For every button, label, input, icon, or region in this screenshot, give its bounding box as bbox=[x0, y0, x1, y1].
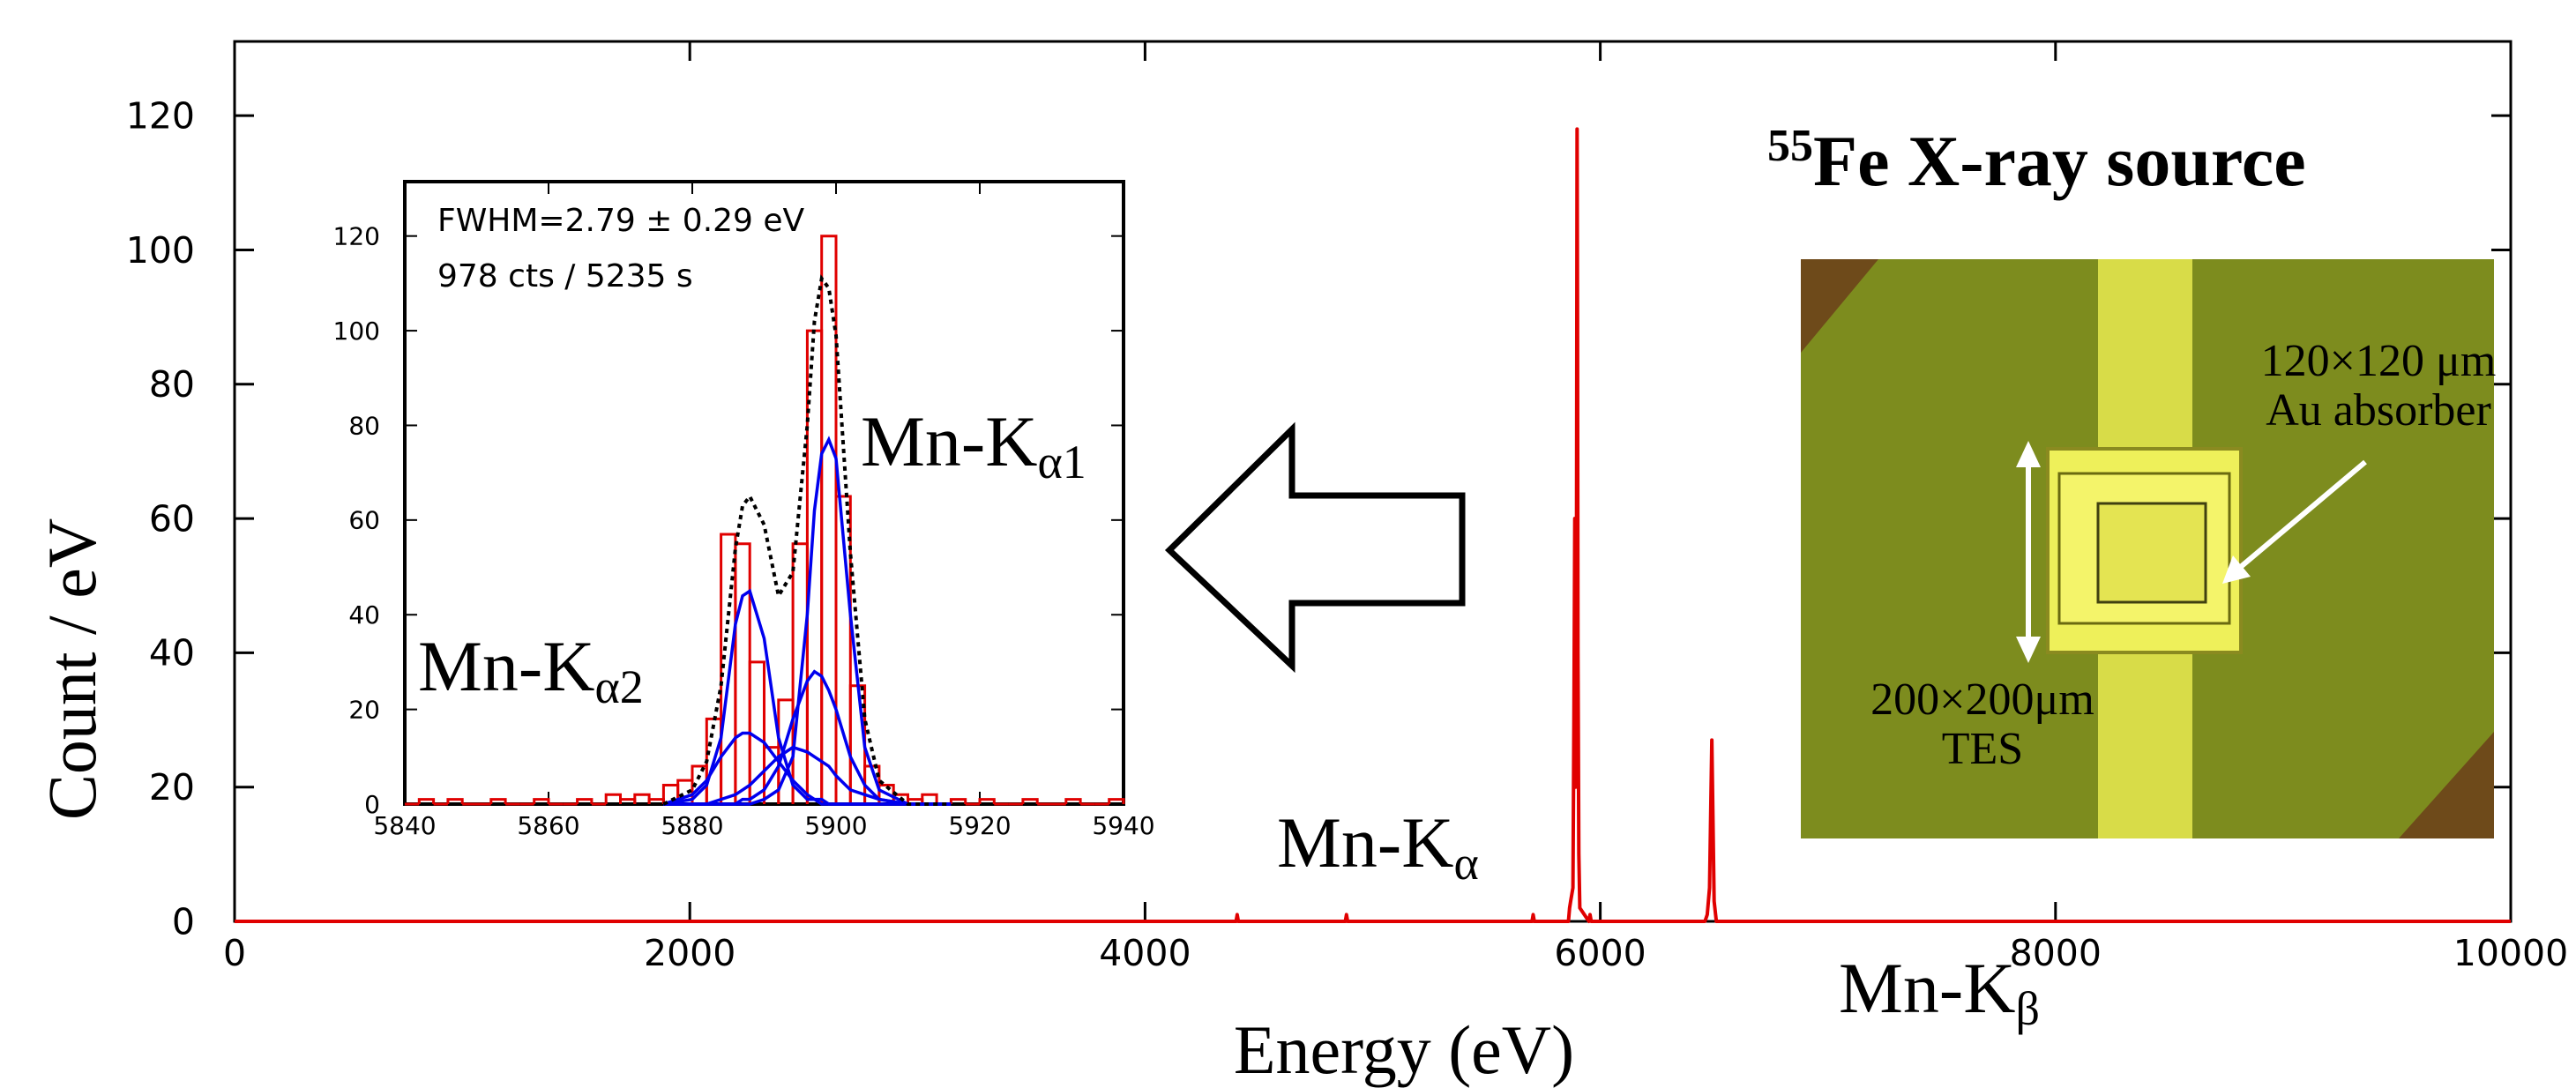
y-tick-label: 60 bbox=[149, 497, 195, 540]
histogram-bin bbox=[949, 798, 967, 804]
fit-component bbox=[663, 669, 952, 806]
detector-photo: 120×120 μm Au absorber 200×200μm TES bbox=[1801, 259, 2496, 838]
histogram-bin bbox=[489, 798, 507, 804]
label-text: Mn-K bbox=[418, 626, 594, 706]
inset-chart: 5840 5860 5880 5900 5920 5940 0 20 40 60 80 100 120 F… bbox=[333, 180, 1155, 840]
y-tick-label: 80 bbox=[149, 363, 195, 406]
peak-label: Mn-Kα1 bbox=[861, 401, 1086, 488]
x-tick-label: 5880 bbox=[661, 811, 723, 840]
label-text: Fe X-ray source bbox=[1813, 121, 2306, 201]
y-tick-label: 20 bbox=[348, 695, 380, 724]
peak-label: Mn-Kα2 bbox=[418, 626, 644, 713]
y-tick-label: 120 bbox=[333, 221, 380, 250]
x-tick-label: 5860 bbox=[517, 811, 579, 840]
superscript: 55 bbox=[1767, 121, 1813, 171]
histogram-bin bbox=[1021, 798, 1039, 804]
photo-arrowhead bbox=[2222, 555, 2251, 584]
photo-label: 200×200μm bbox=[1870, 674, 2094, 725]
fit-component bbox=[663, 745, 952, 806]
photo-arrowhead bbox=[2016, 441, 2041, 467]
x-tick-label: 4000 bbox=[1099, 932, 1191, 974]
histogram-bin bbox=[576, 798, 594, 804]
peak-label: Mn-Kβ bbox=[1839, 948, 2040, 1035]
histogram-bin bbox=[978, 798, 996, 804]
y-tick-label: 80 bbox=[348, 411, 380, 440]
photo-label: TES bbox=[1942, 724, 2023, 774]
subscript: α1 bbox=[1037, 436, 1086, 488]
y-axis-label: Count / eV bbox=[34, 518, 110, 820]
photo-label: Au absorber bbox=[2266, 385, 2491, 436]
histogram-bin bbox=[446, 798, 464, 804]
x-tick-label: 5920 bbox=[948, 811, 1011, 840]
y-tick-label: 120 bbox=[126, 95, 195, 138]
histogram-bin bbox=[417, 798, 436, 804]
label-text: Mn-K bbox=[1277, 802, 1453, 883]
spectrum-line bbox=[235, 127, 2511, 923]
x-tick-label: 5840 bbox=[373, 811, 436, 840]
histogram-bin bbox=[1108, 798, 1125, 804]
photo-arrow bbox=[2229, 459, 2367, 578]
x-tick-label: 5940 bbox=[1092, 811, 1154, 840]
subscript: α bbox=[1453, 837, 1478, 890]
peak-label: Mn-Kα bbox=[1277, 802, 1479, 890]
subscript: β bbox=[2015, 982, 2039, 1035]
photo-arrowhead bbox=[2016, 637, 2041, 663]
histogram-bin bbox=[921, 793, 938, 804]
photo-corner bbox=[1801, 259, 1878, 353]
y-tick-label: 0 bbox=[364, 790, 380, 819]
x-tick-label: 8000 bbox=[2010, 932, 2102, 974]
inset-annotation: 978 cts / 5235 s bbox=[437, 258, 693, 294]
histogram-bin bbox=[834, 495, 852, 804]
x-tick-label: 0 bbox=[223, 932, 246, 974]
histogram-bin bbox=[533, 798, 550, 804]
x-axis-label: Energy (eV) bbox=[1234, 1011, 1574, 1088]
photo-absorber bbox=[2096, 502, 2207, 604]
label-text: Mn-K bbox=[1839, 948, 2015, 1028]
y-tick-label: 60 bbox=[348, 506, 380, 535]
fit-total bbox=[662, 274, 952, 806]
y-tick-label: 20 bbox=[149, 766, 195, 809]
subscript: α2 bbox=[594, 660, 643, 713]
fit-component bbox=[662, 731, 952, 806]
x-tick-label: 5900 bbox=[804, 811, 867, 840]
y-tick-label: 40 bbox=[149, 632, 195, 674]
arrow bbox=[1164, 421, 1466, 674]
y-tick-label: 100 bbox=[333, 317, 380, 346]
source-label: 55Fe X-ray source bbox=[1767, 121, 2306, 201]
photo-corner bbox=[2399, 732, 2494, 838]
y-tick-label: 40 bbox=[348, 600, 380, 630]
photo-label: 120×120 μm bbox=[2261, 336, 2497, 386]
x-tick-label: 10000 bbox=[2453, 932, 2568, 974]
x-tick-label: 2000 bbox=[644, 932, 735, 974]
histogram-bin bbox=[1064, 798, 1082, 804]
y-tick-label: 100 bbox=[126, 229, 195, 272]
inset-annotation: FWHM=2.79 ± 0.29 eV bbox=[437, 203, 805, 239]
y-tick-label: 0 bbox=[172, 900, 195, 943]
main-chart: 0 2000 4000 6000 8000 10000 0 20 40 60 80 100 120 Ene… bbox=[34, 40, 2568, 1088]
label-text: Mn-K bbox=[861, 401, 1037, 481]
x-tick-label: 6000 bbox=[1554, 932, 1646, 974]
